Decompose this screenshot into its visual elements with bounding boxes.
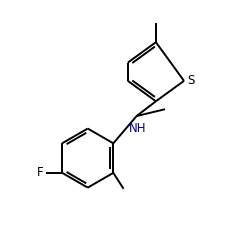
Text: S: S	[186, 74, 194, 87]
Text: F: F	[37, 166, 44, 179]
Text: NH: NH	[128, 122, 146, 135]
